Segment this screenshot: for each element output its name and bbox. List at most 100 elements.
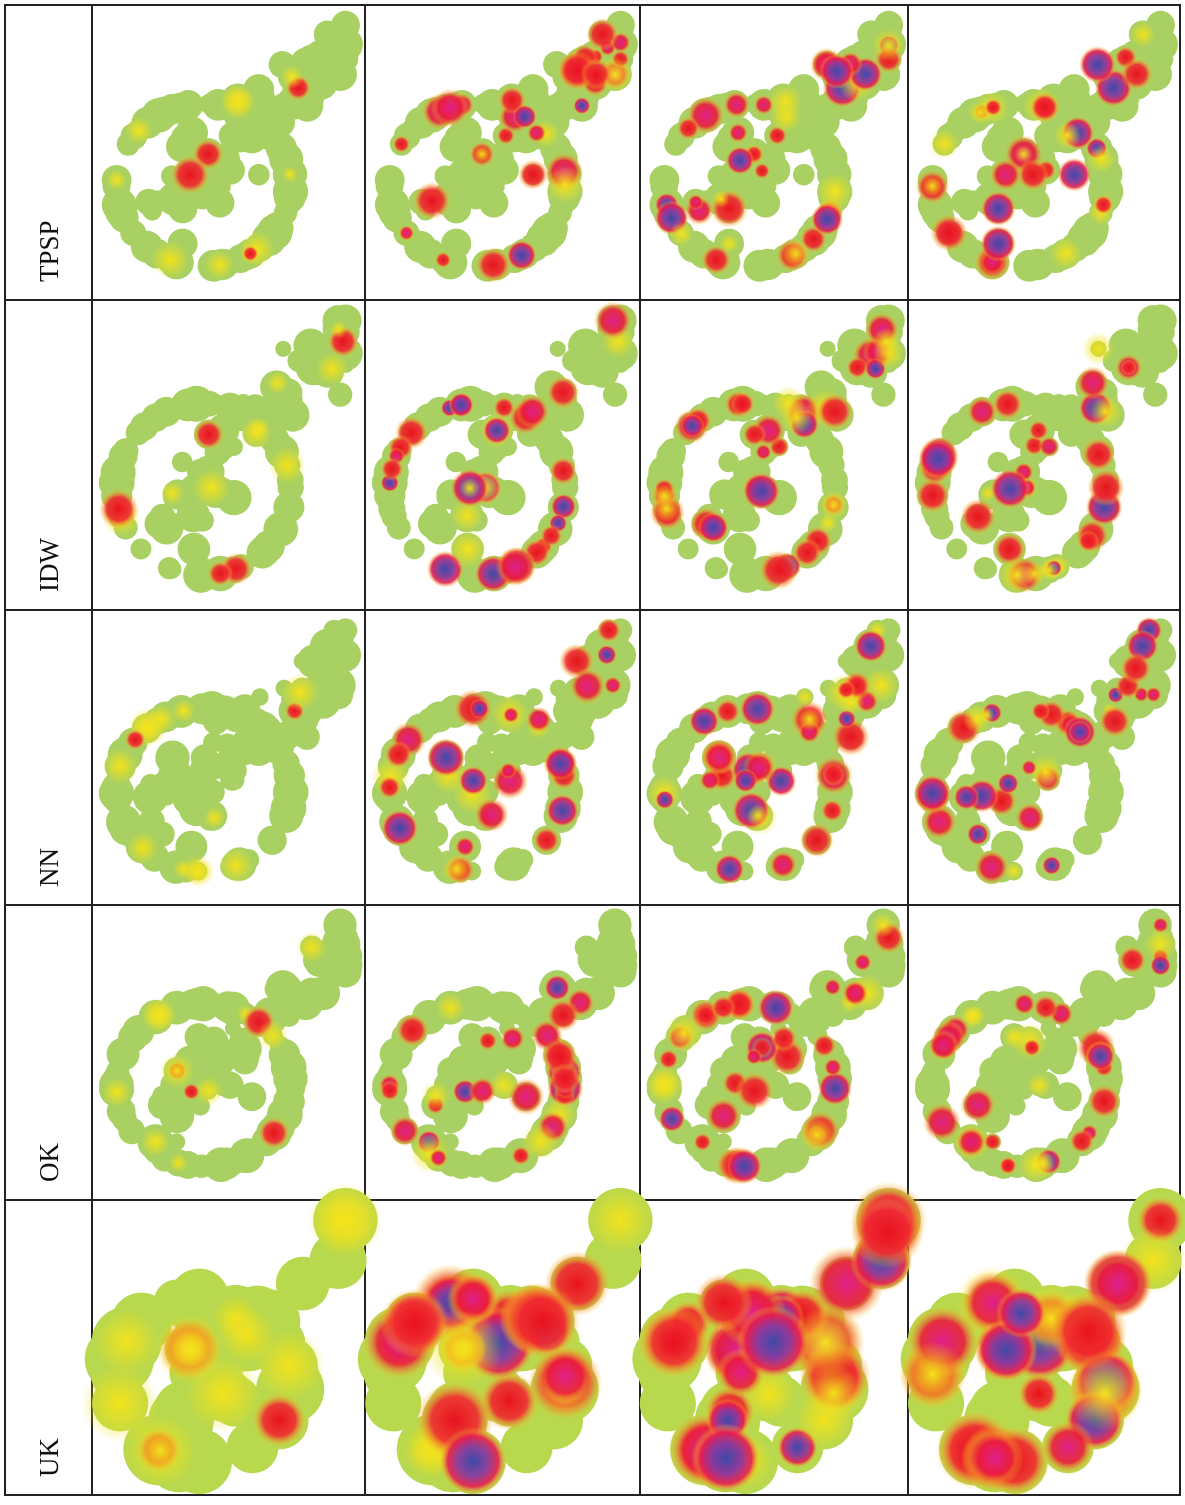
heat-spot — [1031, 702, 1050, 721]
heat-spot — [981, 191, 1016, 226]
heat-spot — [1118, 946, 1146, 974]
heat-spot — [974, 850, 1009, 885]
heat-spot — [967, 823, 989, 845]
heat-spot — [173, 859, 193, 879]
heat-spot — [740, 691, 775, 726]
heat-spot — [980, 226, 1016, 262]
heat-spot — [1013, 993, 1036, 1016]
heat-spot — [997, 773, 1019, 795]
heat-base — [793, 164, 815, 186]
heat-spot — [1057, 158, 1091, 192]
heat-base — [1001, 695, 1028, 722]
heat-spot — [436, 993, 465, 1022]
heat-spot — [873, 338, 904, 369]
heat-spot — [769, 84, 803, 118]
heat-spot — [431, 88, 470, 127]
heat-spot — [871, 913, 896, 938]
heatmap-image — [372, 908, 637, 1182]
heat-base — [109, 203, 138, 232]
heat-spot — [547, 376, 580, 409]
heat-base — [678, 538, 699, 559]
heat-spot — [743, 472, 781, 510]
heat-spot — [102, 748, 138, 784]
heat-base — [178, 533, 211, 566]
heat-base — [724, 533, 757, 566]
heat-spot — [242, 245, 258, 261]
heat-spot — [1086, 1041, 1116, 1071]
heat-spot — [816, 393, 853, 430]
heat-spot — [1150, 955, 1171, 976]
heat-spot — [853, 953, 871, 971]
heat-base — [1091, 974, 1117, 1000]
heat-base — [579, 948, 608, 977]
heat-spot — [1069, 1129, 1094, 1154]
heat-spot — [963, 705, 992, 734]
heatmap-image — [375, 11, 638, 283]
heat-base — [604, 939, 638, 973]
heat-base — [1031, 393, 1061, 423]
heat-spot — [823, 1058, 842, 1077]
heat-spot — [922, 175, 943, 196]
heat-spot — [754, 163, 771, 180]
heat-spot — [850, 1195, 924, 1269]
heat-base — [168, 194, 198, 224]
heat-spot — [312, 1187, 379, 1254]
heat-spot — [549, 457, 577, 485]
heat-spot — [658, 1049, 678, 1069]
heatmap-image — [99, 304, 363, 592]
heat-base — [333, 13, 357, 37]
heat-spot — [804, 1364, 864, 1424]
row-label: OK — [34, 1143, 64, 1182]
heat-spot — [544, 975, 570, 1001]
heat-base — [269, 799, 303, 833]
heat-spot — [723, 91, 750, 118]
heat-spot — [544, 747, 577, 780]
heat-spot — [1021, 759, 1037, 775]
heat-base — [1096, 174, 1116, 194]
heat-spot — [573, 97, 590, 114]
heat-base — [178, 989, 209, 1020]
page: {"rows": [{"label": "TPSP"}, {"label": "… — [0, 0, 1185, 1500]
heat-spot — [687, 194, 703, 210]
heat-spot — [1120, 653, 1152, 685]
heat-spot — [1042, 856, 1061, 875]
heat-spot — [500, 762, 517, 779]
heat-base — [612, 916, 630, 934]
heat-spot — [266, 371, 289, 394]
heat-spot — [533, 827, 560, 854]
heat-spot — [1068, 720, 1091, 743]
heat-spot — [442, 854, 471, 883]
heat-spot — [427, 738, 466, 777]
heat-spot — [872, 29, 905, 62]
heat-base — [467, 179, 492, 204]
heat-spot — [734, 769, 758, 793]
heat-base — [248, 164, 270, 186]
heat-spot — [899, 1342, 965, 1408]
heat-spot — [1017, 159, 1049, 191]
heat-spot — [147, 705, 176, 734]
heat-base — [224, 437, 243, 456]
heat-spot — [550, 1064, 580, 1094]
heat-spot — [439, 1427, 507, 1495]
heat-spot — [522, 1122, 560, 1160]
heatmap-image — [99, 618, 361, 888]
heat-spot — [459, 766, 488, 795]
heatmap-image — [915, 11, 1178, 282]
heat-base — [512, 849, 533, 870]
heat-base — [655, 737, 690, 772]
heat-base — [403, 117, 426, 140]
heat-spot — [694, 1273, 753, 1332]
heatmap-image — [647, 618, 905, 884]
heat-spot — [1053, 122, 1081, 150]
heat-spot — [588, 1187, 654, 1253]
heat-base — [275, 495, 302, 522]
heat-spot — [1120, 359, 1137, 376]
heat-spot — [581, 58, 612, 89]
heat-spot — [990, 469, 1030, 509]
heat-base — [173, 90, 203, 120]
heat-spot — [380, 1288, 450, 1358]
heat-spot — [1027, 1073, 1051, 1097]
heatmap-image — [102, 11, 363, 282]
heat-base — [145, 194, 166, 215]
heat-spot — [268, 446, 306, 484]
